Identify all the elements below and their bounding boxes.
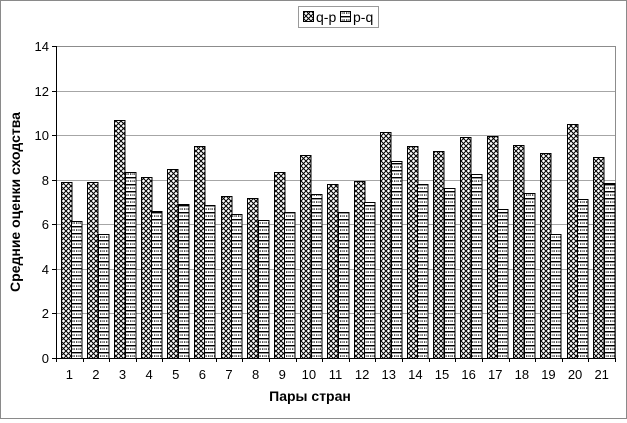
x-tick-label: 15 [435, 367, 449, 382]
x-axis-title: Пары стран [269, 388, 351, 404]
x-tick-label: 3 [119, 367, 126, 382]
bar-q-p-pair-10 [300, 155, 312, 359]
x-tick-label: 8 [252, 367, 259, 382]
x-tick-label: 13 [382, 367, 396, 382]
bar-q-p-pair-16 [460, 137, 472, 359]
y-axis-title: Средние оценки сходства [7, 112, 23, 292]
y-tick-label: 14 [35, 39, 49, 54]
x-tick-label: 12 [355, 367, 369, 382]
x-tick-label: 11 [329, 367, 343, 382]
bar-q-p-pair-4 [141, 177, 153, 359]
bar-q-p-pair-12 [354, 181, 366, 359]
bar-p-q-pair-20 [577, 199, 589, 359]
y-tick-label: 8 [42, 173, 49, 188]
x-tick-label: 4 [146, 367, 153, 382]
bar-q-p-pair-21 [593, 157, 605, 359]
bar-p-q-pair-15 [444, 188, 456, 359]
bar-q-p-pair-7 [221, 196, 233, 359]
y-tick-label: 2 [42, 306, 49, 321]
bar-p-q-pair-3 [125, 172, 137, 359]
bar-q-p-pair-18 [513, 145, 525, 359]
y-tick-label: 10 [35, 128, 49, 143]
bar-p-q-pair-17 [497, 209, 509, 359]
legend-label-qp: q-p [316, 9, 336, 25]
x-tick-label: 18 [515, 367, 529, 382]
bar-q-p-pair-13 [380, 132, 392, 359]
bar-p-q-pair-7 [231, 214, 243, 359]
legend-box [298, 6, 379, 28]
x-tick-label: 16 [461, 367, 475, 382]
bar-p-q-pair-10 [311, 194, 323, 359]
bar-p-q-pair-2 [98, 234, 110, 359]
bar-p-q-pair-5 [178, 204, 190, 359]
bar-p-q-pair-18 [524, 193, 536, 359]
bar-q-p-pair-19 [540, 153, 552, 359]
bar-q-p-pair-14 [407, 146, 419, 359]
y-tick-label: 6 [42, 217, 49, 232]
x-tick-label: 6 [199, 367, 206, 382]
bar-q-p-pair-17 [487, 136, 499, 359]
bar-q-p-pair-6 [194, 146, 206, 359]
bar-q-p-pair-11 [327, 184, 339, 359]
x-tick-label: 19 [541, 367, 555, 382]
y-tick-label: 4 [42, 262, 49, 277]
bar-p-q-pair-6 [204, 205, 216, 359]
bar-q-p-pair-5 [167, 169, 179, 359]
bar-p-q-pair-8 [258, 220, 270, 359]
y-tick-label: 12 [35, 84, 49, 99]
legend: q-p p-q [298, 6, 379, 28]
bar-p-q-pair-9 [284, 212, 296, 359]
bar-p-q-pair-16 [471, 174, 483, 359]
bar-q-p-pair-15 [433, 151, 445, 359]
bar-q-p-pair-20 [567, 124, 579, 359]
bar-p-q-pair-11 [338, 212, 350, 359]
x-tick-label: 1 [66, 367, 73, 382]
x-tick-label: 17 [488, 367, 502, 382]
bar-q-p-pair-2 [87, 182, 99, 359]
bar-q-p-pair-1 [61, 182, 73, 359]
x-tick-label: 5 [172, 367, 179, 382]
bar-p-q-pair-14 [417, 184, 429, 359]
legend-label-pq: p-q [353, 9, 373, 25]
x-tick-label: 14 [408, 367, 422, 382]
x-tick-label: 20 [568, 367, 582, 382]
y-tick-label: 0 [42, 351, 49, 366]
bar-p-q-pair-12 [364, 202, 376, 359]
legend-swatch-qp-icon [303, 11, 314, 22]
bar-p-q-pair-13 [391, 161, 403, 359]
x-tick-label: 10 [302, 367, 316, 382]
x-tick-label: 9 [279, 367, 286, 382]
bar-p-q-pair-4 [151, 211, 163, 359]
x-tick-label: 7 [225, 367, 232, 382]
x-tick-label: 2 [92, 367, 99, 382]
bar-q-p-pair-8 [247, 198, 259, 359]
bar-p-q-pair-21 [604, 183, 616, 359]
bars-layer [61, 120, 616, 359]
legend-swatch-pq-icon [340, 11, 351, 22]
x-tick-label: 21 [594, 367, 608, 382]
bar-q-p-pair-3 [114, 120, 126, 359]
bar-p-q-pair-1 [71, 221, 83, 359]
bar-q-p-pair-9 [274, 172, 286, 359]
bar-p-q-pair-19 [550, 234, 562, 359]
